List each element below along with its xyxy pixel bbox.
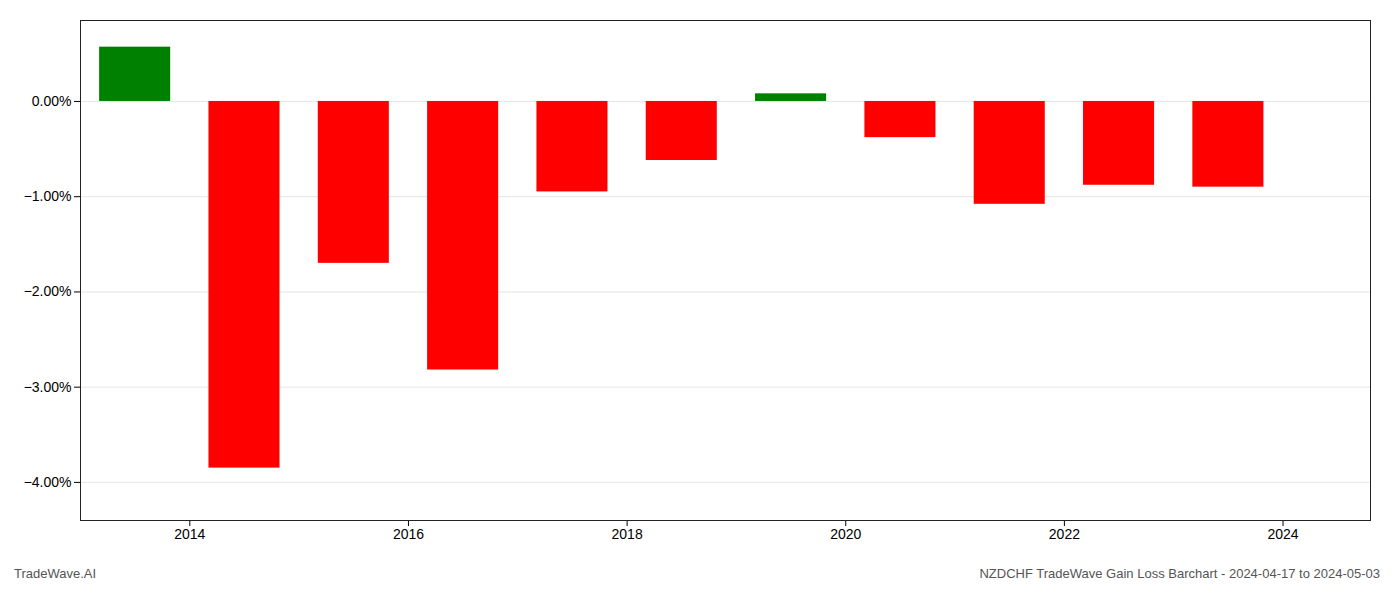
svg-text:−4.00%: −4.00% xyxy=(24,474,72,490)
svg-text:2022: 2022 xyxy=(1049,526,1080,542)
svg-text:2016: 2016 xyxy=(393,526,424,542)
svg-text:−3.00%: −3.00% xyxy=(24,379,72,395)
svg-text:0.00%: 0.00% xyxy=(32,93,72,109)
svg-text:2018: 2018 xyxy=(612,526,643,542)
svg-text:−2.00%: −2.00% xyxy=(24,283,72,299)
svg-text:−1.00%: −1.00% xyxy=(24,188,72,204)
svg-text:2020: 2020 xyxy=(830,526,861,542)
html-text:TradeWave.AI: TradeWave.AI xyxy=(14,566,97,581)
svg-text:2024: 2024 xyxy=(1267,526,1298,542)
svg-text:2014: 2014 xyxy=(174,526,205,542)
html-text:NZDCHF TradeWave Gain Loss Bar: NZDCHF TradeWave Gain Loss Barchart - 20… xyxy=(979,566,1380,581)
